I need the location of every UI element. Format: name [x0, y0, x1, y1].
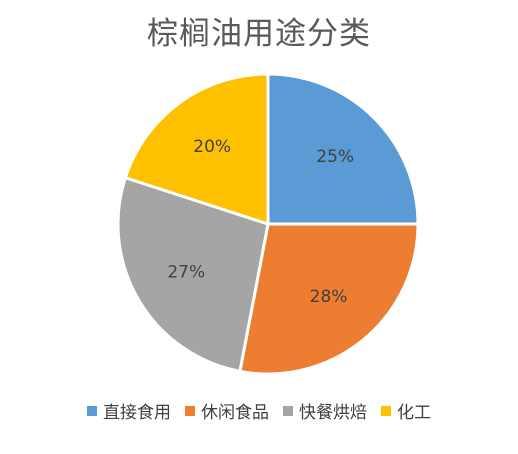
- pie-slice-fastfood-baking: [116, 175, 270, 374]
- legend-swatch-chemical: [381, 405, 391, 416]
- data-label-fastfood-baking: 27%: [167, 262, 205, 282]
- legend-label-direct-food: 直接食用: [103, 403, 171, 423]
- legend-swatch-fastfood-baking: [283, 405, 293, 416]
- pie-slice-chemical: [123, 72, 270, 227]
- legend-swatch-snack-food: [185, 405, 195, 416]
- pie-slice-direct-food: [266, 72, 420, 226]
- chart-legend: 直接食用 休闲食品 快餐烘焙 化工: [0, 398, 518, 423]
- legend-label-snack-food: 休闲食品: [201, 403, 269, 423]
- legend-item-fastfood-baking: 快餐烘焙: [283, 398, 367, 423]
- chart-title: 棕榈油用途分类: [147, 16, 371, 52]
- legend-label-fastfood-baking: 快餐烘焙: [299, 403, 367, 423]
- pie-slice-snack-food: [238, 222, 420, 376]
- data-label-chemical: 20%: [193, 137, 231, 157]
- legend-item-chemical: 化工: [381, 398, 431, 423]
- legend-swatch-direct-food: [87, 405, 97, 416]
- legend-label-chemical: 化工: [397, 403, 431, 423]
- data-label-direct-food: 25%: [316, 147, 354, 167]
- data-label-snack-food: 28%: [310, 287, 348, 307]
- legend-item-snack-food: 休闲食品: [185, 398, 269, 423]
- legend-item-direct-food: 直接食用: [87, 398, 171, 423]
